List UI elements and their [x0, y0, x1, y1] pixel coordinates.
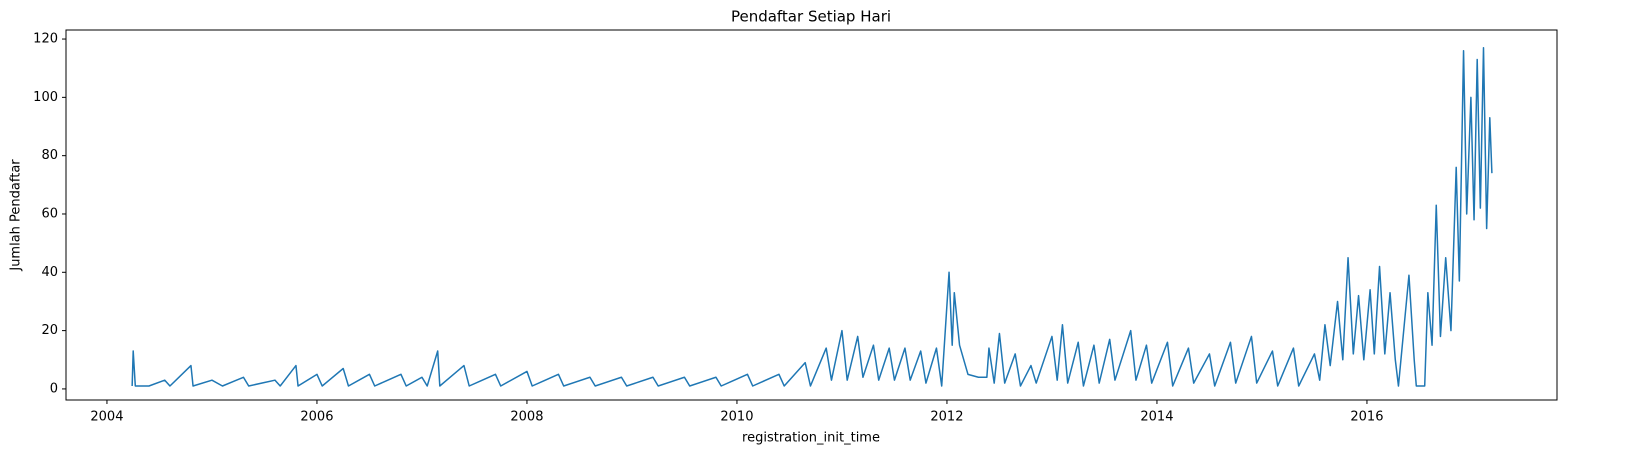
- x-tick-label: 2014: [1140, 410, 1173, 425]
- y-tick-label: 60: [41, 206, 58, 221]
- y-tick-label: 20: [41, 323, 58, 338]
- chart-title: Pendaftar Setiap Hari: [731, 8, 891, 26]
- y-axis-label: Jumlah Pendaftar: [9, 159, 24, 272]
- y-tick-label: 120: [33, 32, 58, 47]
- y-tick-label: 40: [41, 265, 58, 280]
- x-axis-label: registration_init_time: [742, 431, 880, 446]
- y-tick-label: 0: [50, 381, 58, 396]
- x-tick-label: 2008: [510, 410, 543, 425]
- data-line: [131, 47, 1493, 387]
- x-tick-label: 2010: [720, 410, 753, 425]
- x-tick-label: 2006: [300, 410, 333, 425]
- y-tick-label: 100: [33, 90, 58, 105]
- x-tick-label: 2012: [930, 410, 963, 425]
- x-tick-label: 2016: [1350, 410, 1383, 425]
- y-tick-label: 80: [41, 148, 58, 163]
- plot-frame: [65, 29, 1558, 401]
- x-tick-label: 2004: [90, 410, 123, 425]
